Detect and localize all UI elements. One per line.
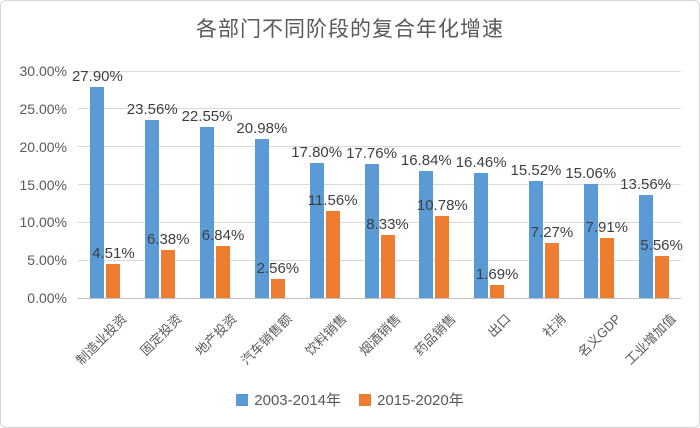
- bar-value-label: 5.56%: [640, 236, 683, 254]
- bar-value-label: 8.33%: [366, 215, 409, 233]
- y-axis-tick-label: 25.00%: [19, 100, 67, 117]
- gridline: [78, 108, 681, 110]
- bar-value-label: 11.56%: [307, 191, 358, 209]
- gridline: [78, 146, 681, 148]
- bar-series-2: [599, 238, 614, 298]
- bar-series-1: [474, 173, 489, 298]
- bar-series-2: [435, 216, 450, 298]
- bar-value-label: 22.55%: [181, 108, 233, 126]
- bar-series-1: [583, 184, 598, 298]
- x-axis-category-label: 药品销售: [411, 311, 460, 359]
- bar-series-1: [200, 127, 215, 298]
- bar-value-label: 13.56%: [620, 176, 672, 194]
- bar-value-label: 7.91%: [585, 219, 629, 237]
- bar-value-label: 17.76%: [346, 144, 397, 162]
- bar-value-label: 23.56%: [126, 100, 178, 118]
- bar-series-2: [544, 242, 559, 298]
- bar-value-label: 6.38%: [146, 230, 190, 248]
- bar-series-2: [216, 246, 231, 298]
- bar-series-1: [419, 170, 434, 298]
- bar-series-1: [638, 195, 653, 298]
- bar-value-label: 10.78%: [416, 197, 468, 215]
- legend: 2003-2014年 2015-2020年: [1, 389, 699, 410]
- bar-value-label: 17.80%: [291, 144, 343, 162]
- bar-series-1: [254, 139, 269, 298]
- x-axis-category-label: 饮料销售: [302, 311, 350, 359]
- y-axis-tick-label: 0.00%: [27, 290, 67, 306]
- legend-item: 2015-2020年: [359, 389, 464, 410]
- bar-series-2: [325, 210, 340, 298]
- x-axis-category-label: 烟酒销售: [356, 311, 405, 359]
- legend-label: 2003-2014年: [254, 392, 341, 409]
- legend-item: 2003-2014年: [236, 389, 341, 410]
- bar-series-2: [106, 263, 121, 298]
- x-axis-category-label: 汽车销售额: [238, 311, 295, 368]
- legend-swatch-icon: [236, 393, 249, 406]
- x-axis-category-label: 出口: [484, 311, 514, 341]
- y-axis-tick-label: 30.00%: [19, 63, 67, 79]
- bar-series-1: [90, 86, 105, 298]
- y-axis-tick-label: 20.00%: [19, 138, 67, 155]
- bar-value-label: 27.90%: [71, 67, 123, 85]
- gridline: [78, 70, 681, 72]
- bar-value-label: 20.98%: [236, 120, 288, 138]
- bar-value-label: 4.51%: [92, 244, 135, 262]
- bar-value-label: 6.84%: [201, 227, 245, 245]
- y-axis-tick-label: 10.00%: [19, 214, 67, 231]
- x-axis-category-label: 社消: [539, 311, 569, 341]
- bar-value-label: 16.84%: [400, 151, 452, 169]
- gridline: [78, 184, 681, 185]
- bar-series-1: [145, 119, 160, 298]
- gridline: [78, 259, 681, 261]
- bar-value-label: 16.46%: [455, 154, 507, 172]
- bar-series-2: [161, 249, 176, 298]
- x-axis-category-label: 地产投资: [192, 311, 240, 359]
- legend-label: 2015-2020年: [377, 392, 464, 409]
- bar-series-2: [270, 278, 285, 298]
- chart-title: 各部门不同阶段的复合年化增速: [196, 18, 504, 41]
- gridline: [78, 221, 681, 223]
- y-axis-tick-label: 15.00%: [19, 176, 67, 193]
- bar-series-1: [528, 180, 543, 298]
- bar-series-2: [380, 234, 395, 298]
- x-axis-category-label: 固定投资: [137, 311, 185, 359]
- bar-series-1: [309, 163, 324, 298]
- bar-series-2: [654, 255, 669, 298]
- bar-series-2: [490, 285, 505, 298]
- x-axis-line: [78, 297, 681, 299]
- bar-series-1: [364, 163, 379, 298]
- y-axis-tick-label: 5.00%: [27, 252, 67, 269]
- x-axis-category-label: 名义GDP: [574, 311, 624, 361]
- bar-value-label: 15.52%: [510, 161, 562, 179]
- bar-value-label: 2.56%: [256, 259, 300, 277]
- bar-value-label: 7.27%: [530, 223, 574, 241]
- x-axis-category-label: 工业增加值: [621, 311, 679, 368]
- bar-value-label: 1.69%: [475, 266, 519, 284]
- x-axis-category-label: 制造业投资: [73, 311, 131, 368]
- legend-swatch-icon: [359, 393, 371, 406]
- bar-value-label: 15.06%: [565, 165, 617, 183]
